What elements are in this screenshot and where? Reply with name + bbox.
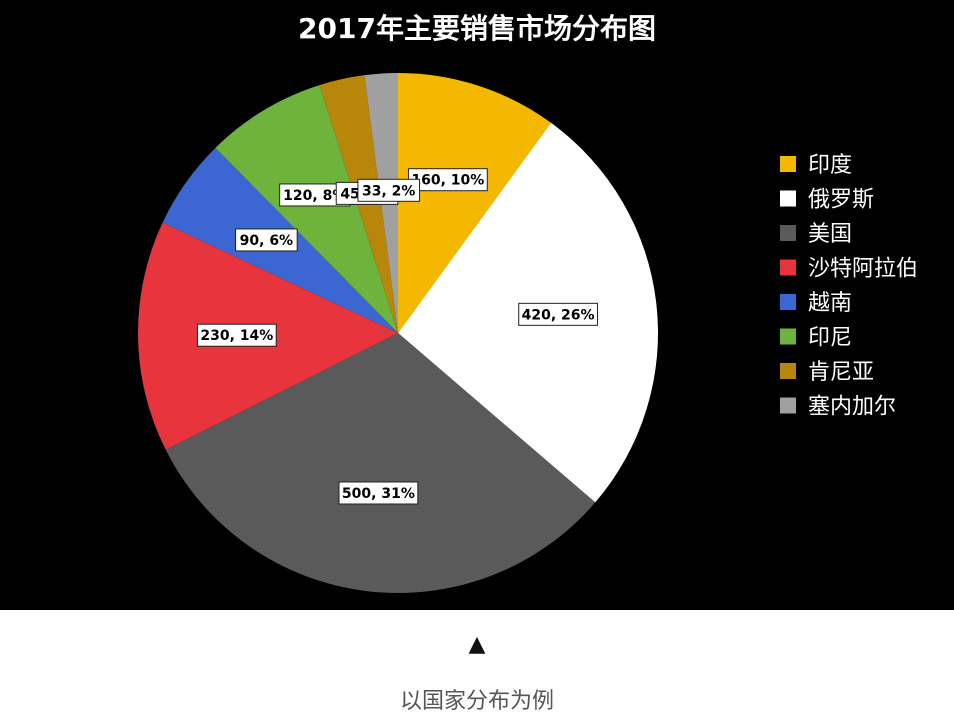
legend-item: 沙特阿拉伯: [780, 257, 918, 282]
legend-swatch: [780, 225, 796, 241]
svg-text:33, 2%: 33, 2%: [362, 183, 415, 199]
data-label: 33, 2%: [357, 178, 421, 202]
data-label: 420, 26%: [518, 302, 599, 326]
pie-slice: [215, 85, 398, 333]
legend-item: 俄罗斯: [780, 188, 874, 213]
pie-chart: 2017年主要销售市场分布图 160, 10% 420, 26% 500, 31% 2…: [138, 12, 918, 594]
legend-swatch: [780, 156, 796, 172]
legend-label: 越南: [808, 291, 852, 316]
legend-swatch: [780, 397, 796, 414]
legend-swatch: [780, 190, 796, 207]
legend-item: 美国: [780, 222, 852, 247]
legend-item: 塞内加尔: [780, 395, 896, 420]
svg-text:160, 10%: 160, 10%: [411, 173, 484, 189]
legend-swatch: [780, 259, 796, 276]
legend-label: 肯尼亚: [808, 360, 874, 385]
caption-arrow-icon: ▲: [468, 632, 486, 657]
data-label: 160, 10%: [407, 168, 488, 192]
legend-item: 印尼: [780, 326, 852, 351]
svg-text:120, 8%: 120, 8%: [283, 188, 346, 204]
legend-swatch: [780, 294, 796, 310]
data-label: 230, 14%: [196, 323, 277, 347]
svg-text:500, 31%: 500, 31%: [342, 486, 415, 502]
legend-label: 美国: [808, 222, 852, 247]
caption-text: 以国家分布为例: [399, 689, 554, 714]
pie-slice: [165, 333, 596, 594]
legend-swatch: [780, 328, 796, 345]
legend-item: 越南: [780, 291, 852, 316]
legend-label: 俄罗斯: [808, 188, 874, 213]
legend-label: 沙特阿拉伯: [808, 257, 918, 282]
data-label: 120, 8%: [279, 183, 351, 207]
chart-panel: 2017年主要销售市场分布图 160, 10% 420, 26% 500, 31% 2…: [0, 0, 954, 610]
chart-title: 2017年主要销售市场分布图: [298, 12, 656, 45]
legend-label: 印度: [808, 153, 852, 178]
svg-text:230, 14%: 230, 14%: [200, 328, 273, 344]
pie-slices: [138, 73, 658, 594]
svg-text:420, 26%: 420, 26%: [522, 307, 595, 323]
pie-slice: [398, 73, 551, 333]
legend-swatch: [780, 363, 796, 379]
legend-label: 印尼: [808, 326, 852, 351]
data-label: 90, 6%: [235, 228, 298, 252]
legend-item: 印度: [780, 153, 852, 178]
legend-item: 肯尼亚: [780, 360, 874, 385]
data-labels: 160, 10% 420, 26% 500, 31% 230, 14% 90, 6% 12…: [196, 168, 599, 505]
data-label: 500, 31%: [338, 481, 419, 505]
svg-text:90, 6%: 90, 6%: [240, 233, 293, 249]
legend-label: 塞内加尔: [808, 395, 896, 420]
